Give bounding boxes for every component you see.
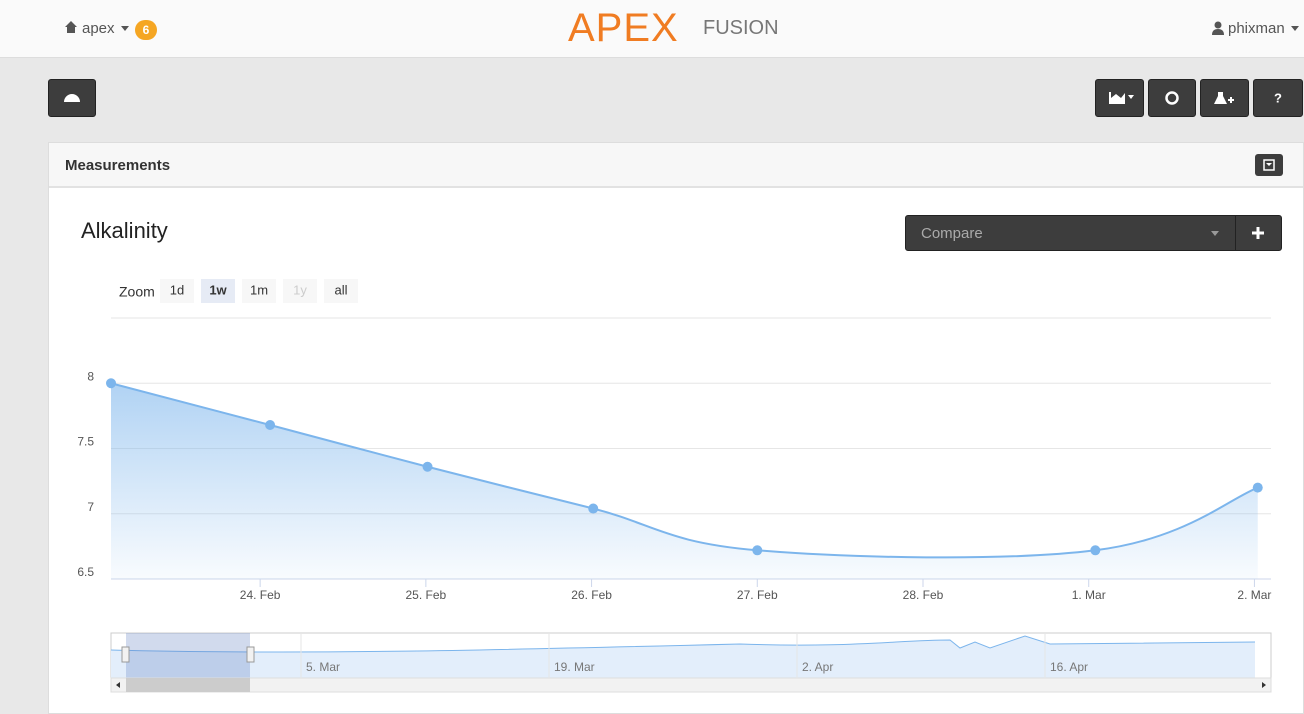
logo: APEX [568,6,679,50]
data-point[interactable] [106,378,116,389]
y-tick-label: 7.5 [77,435,94,449]
data-point[interactable] [422,461,433,472]
zoom-button-label[interactable]: all [334,282,347,297]
icon [1109,92,1134,104]
navigator-mask[interactable] [126,633,250,678]
x-tick-label: 25. Feb [406,588,447,602]
chart-title: Alkalinity [81,218,168,243]
y-tick-label: 6.5 [77,565,94,579]
divider [1235,216,1236,250]
add-measurement-button[interactable] [1200,79,1249,117]
data-point[interactable] [1090,545,1101,556]
panel-title: Measurements [65,157,171,174]
zoom-button[interactable] [160,279,194,303]
collapse-button[interactable] [1255,154,1283,176]
icon [1165,91,1179,105]
scrollbar-thumb[interactable] [126,678,250,692]
area-fill [111,383,1258,579]
navigator-label: 16. Apr [1050,660,1088,674]
zoom-button-label[interactable]: 1m [250,282,268,297]
x-tick-label: 26. Feb [571,588,612,602]
refresh-button[interactable] [1148,79,1196,117]
zoom-button-label[interactable]: 1w [209,282,227,297]
data-point[interactable] [588,503,599,514]
navigator-label: 5. Mar [306,660,340,674]
help-button[interactable]: ? [1253,79,1303,117]
zoom-label: Zoom [119,284,155,300]
icon [1214,92,1234,104]
zoom-button[interactable] [324,279,358,303]
navigator-handle[interactable] [246,646,255,663]
icon [64,94,80,102]
y-tick-label: 7 [87,500,94,514]
scrollbar[interactable] [110,677,1272,693]
icon [1263,159,1275,171]
x-tick-label: 27. Feb [737,588,778,602]
badge: 6 [135,20,157,40]
y-tick-label: 8 [87,369,94,383]
header: apex 6 APEX FUSION phixman [0,0,1304,58]
zoom-button[interactable] [283,279,317,303]
caret [121,26,129,31]
navigator-label: 19. Mar [554,660,595,674]
zoom-button-label[interactable]: 1y [293,282,307,297]
navigator-line [110,635,1256,653]
x-tick-label: 28. Feb [903,588,944,602]
navigator-handle[interactable] [121,646,130,663]
x-tick-label: 24. Feb [240,588,281,602]
user-icon [1212,21,1224,35]
navigator-label: 2. Apr [802,660,833,674]
dashboard-button[interactable] [48,79,96,117]
data-point[interactable] [752,545,763,556]
zoom-button-label[interactable]: 1d [170,282,184,297]
data-point[interactable] [265,420,276,431]
compare-placeholder: Compare [921,225,983,242]
zoom-button[interactable] [242,279,276,303]
home-icon [65,21,77,33]
svg-text:?: ? [1274,90,1282,105]
icon: ? [1274,90,1282,105]
navigator-series [111,636,1255,678]
chart-type-button[interactable] [1095,79,1144,117]
panel-header: Measurements [49,143,1303,188]
logo-sub: FUSION [703,17,779,39]
compare-select[interactable]: Compare [905,215,1282,251]
x-tick-label: 2. Mar [1237,588,1271,602]
user-menu[interactable]: phixman [1228,20,1285,37]
site-menu[interactable]: apex [82,20,115,37]
zoom-button[interactable] [201,279,235,303]
x-tick-label: 1. Mar [1072,588,1106,602]
data-point[interactable] [1252,482,1263,493]
caret [1211,231,1219,236]
caret [1291,26,1299,31]
add-compare-button[interactable] [1236,216,1281,250]
